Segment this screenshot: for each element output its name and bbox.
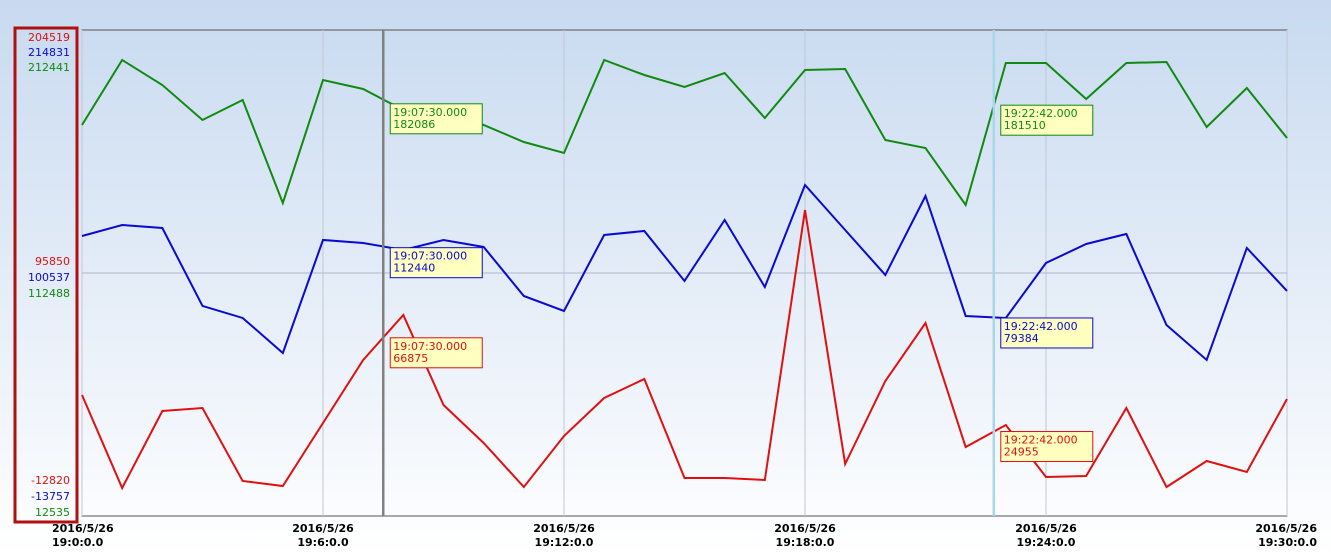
cursor-time: 19:07:30.000 <box>393 250 467 263</box>
cursor-box <box>389 337 483 369</box>
series-line <box>81 209 1288 491</box>
cursor-box <box>1000 431 1094 463</box>
cursor-box <box>1000 317 1094 349</box>
x-tick-label: 2016/5/26 19:30:0.0 <box>1255 522 1317 549</box>
y-tick-label: 214831 <box>28 46 70 59</box>
cursor-value: 182086 <box>393 118 435 131</box>
cursor-value: 24955 <box>1004 446 1039 459</box>
cursor-value: 66875 <box>393 352 428 365</box>
x-tick-label: 2016/5/26 19:6:0.0 <box>292 522 354 549</box>
cursor-box <box>389 247 483 279</box>
series-line <box>81 58 1288 208</box>
cursor-time: 19:07:30.000 <box>393 340 467 353</box>
cursor-time: 19:07:30.000 <box>393 106 467 119</box>
cursor-time: 19:22:42.000 <box>1004 107 1078 120</box>
series-line <box>81 183 1288 362</box>
x-tick-label: 2016/5/26 19:18:0.0 <box>774 522 836 549</box>
x-tick-label: 2016/5/26 19:0:0.0 <box>52 522 114 549</box>
y-tick-label: 204519 <box>28 31 70 44</box>
cursor-value: 112440 <box>393 262 435 275</box>
x-tick-label: 2016/5/26 19:12:0.0 <box>533 522 595 549</box>
y-tick-label: 112488 <box>28 287 70 300</box>
y-tick-label: 212441 <box>28 61 70 74</box>
y-tick-label: 12535 <box>35 506 70 519</box>
y-tick-label: -13757 <box>31 490 70 503</box>
cursor-time: 19:22:42.000 <box>1004 434 1078 447</box>
y-tick-label: 95850 <box>35 255 70 268</box>
cursor-box <box>389 103 483 135</box>
cursor-time: 19:22:42.000 <box>1004 320 1078 333</box>
cursor-value: 181510 <box>1004 119 1046 132</box>
y-tick-label: 100537 <box>28 271 70 284</box>
cursor-value: 79384 <box>1004 332 1039 345</box>
x-tick-label: 2016/5/26 19:24:0.0 <box>1015 522 1077 549</box>
cursor-box <box>1000 104 1094 136</box>
axis-highlight <box>13 26 79 524</box>
y-tick-label: -12820 <box>31 474 70 487</box>
